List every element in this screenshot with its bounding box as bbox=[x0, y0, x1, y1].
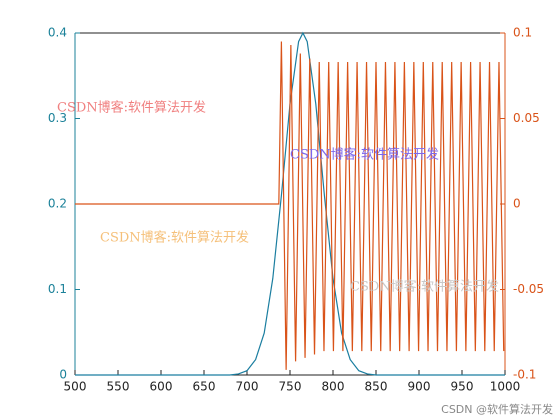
watermark: CSDN博客:软件算法开发 bbox=[350, 279, 499, 295]
watermark: CSDN博客:软件算法开发 bbox=[57, 100, 206, 116]
series-line bbox=[75, 41, 505, 370]
series-line bbox=[75, 31, 505, 376]
x-tick-label: 800 bbox=[322, 380, 345, 394]
y2-tick-label: -0.1 bbox=[513, 368, 536, 382]
x-tick-label: 750 bbox=[279, 380, 302, 394]
x-tick-label: 650 bbox=[193, 380, 216, 394]
watermark: CSDN博客:软件算法开发 bbox=[100, 230, 249, 246]
x-tick-label: 900 bbox=[408, 380, 431, 394]
y-tick-label: 0 bbox=[59, 368, 67, 382]
y-tick-label: 0.3 bbox=[48, 111, 67, 125]
y-tick-label: 0.4 bbox=[48, 26, 67, 40]
x-tick-label: 600 bbox=[150, 380, 173, 394]
y2-tick-label: 0.05 bbox=[513, 111, 540, 125]
y-tick-label: 0.2 bbox=[48, 197, 67, 211]
y-tick-label: 0.1 bbox=[48, 282, 67, 296]
y2-tick-label: 0 bbox=[513, 197, 521, 211]
watermark: CSDN博客:软件算法开发 bbox=[290, 147, 439, 163]
x-tick-label: 550 bbox=[107, 380, 130, 394]
x-tick-label: 1000 bbox=[490, 380, 521, 394]
x-tick-label: 500 bbox=[64, 380, 87, 394]
x-tick-label: 950 bbox=[451, 380, 474, 394]
watermark: CSDN @软件算法开发 bbox=[441, 402, 553, 416]
y2-tick-label: 0.1 bbox=[513, 26, 532, 40]
y2-tick-label: -0.05 bbox=[513, 282, 544, 296]
x-tick-label: 700 bbox=[236, 380, 259, 394]
x-tick-label: 850 bbox=[365, 380, 388, 394]
